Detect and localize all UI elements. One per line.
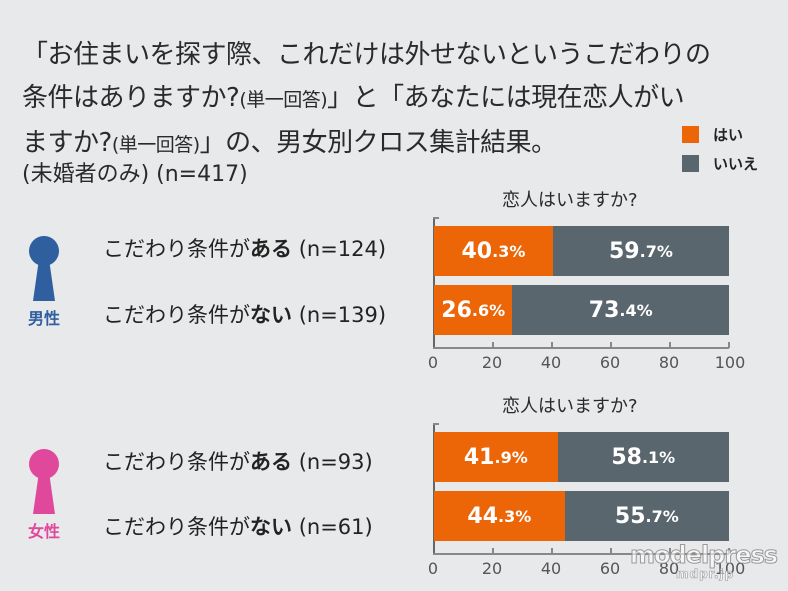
- bar-segment-yes: 26.6%: [434, 285, 513, 335]
- legend-item-no: いいえ: [682, 149, 758, 178]
- bar-segment-no: 73.4%: [512, 285, 729, 335]
- tick: [551, 548, 553, 554]
- row-label-bold: ない: [250, 303, 292, 327]
- female-y-axis: [433, 423, 435, 554]
- legend: はい いいえ: [682, 120, 758, 178]
- heading-line-3a: ますか?: [22, 128, 112, 158]
- female-tick-label: 20: [481, 559, 503, 578]
- female-label: 女性: [27, 522, 60, 541]
- legend-item-yes: はい: [682, 120, 758, 149]
- heading-line-2a: 条件はありますか?: [22, 83, 240, 113]
- heading-line-3b: (単一回答): [111, 134, 200, 156]
- female-tick-label: 40: [540, 559, 562, 578]
- row-label-bold: ある: [250, 237, 292, 261]
- female-tick-label: 60: [599, 559, 621, 578]
- tick: [492, 342, 494, 348]
- row-label-prefix: こだわり条件が: [103, 237, 250, 261]
- male-chart-title: 恋人はいますか?: [502, 190, 638, 211]
- tick: [728, 548, 730, 554]
- row-sample-size: (n=139): [298, 303, 387, 327]
- female-tick-label: 0: [427, 559, 439, 578]
- male-keyhole-icon: [29, 236, 59, 301]
- row-label-prefix: こだわり条件が: [103, 303, 250, 327]
- bar-segment-no: 59.7%: [552, 226, 729, 276]
- male-x-axis: [433, 347, 729, 349]
- row-label-prefix: こだわり条件が: [103, 515, 250, 539]
- bar-segment-yes: 41.9%: [434, 432, 558, 482]
- male-tick-label: 100: [714, 353, 746, 372]
- male-label: 男性: [27, 309, 60, 328]
- female-bar-1: 41.9% 58.1%: [434, 432, 729, 482]
- female-tick-label: 80: [658, 559, 680, 578]
- row-label-prefix: こだわり条件が: [103, 450, 250, 474]
- male-row-2-label: こだわり条件がない (n=139): [103, 299, 386, 329]
- heading-line-2c: 」と「あなたには現在恋人がい: [327, 83, 685, 113]
- tick: [492, 548, 494, 554]
- male-bar-1: 40.3% 59.7%: [434, 226, 729, 276]
- tick: [610, 548, 612, 554]
- row-sample-size: (n=93): [298, 450, 373, 474]
- watermark-logo: modelpress: [629, 541, 778, 570]
- female-tick-label: 100: [714, 559, 746, 578]
- female-chart-title: 恋人はいますか?: [502, 396, 638, 417]
- tick: [551, 342, 553, 348]
- bar-segment-no: 55.7%: [564, 491, 729, 541]
- female-row-1-label: こだわり条件がある (n=93): [103, 446, 373, 476]
- male-tick-label: 80: [658, 353, 680, 372]
- tick: [669, 342, 671, 348]
- tick: [669, 548, 671, 554]
- chart-heading: 「お住まいを探す際、これだけは外せないというこだわりの 条件はありますか?(単一…: [22, 34, 762, 167]
- female-x-axis: [433, 553, 729, 555]
- row-sample-size: (n=124): [298, 237, 387, 261]
- heading-line-2b: (単一回答): [239, 89, 328, 111]
- male-row-1-label: こだわり条件がある (n=124): [103, 233, 386, 263]
- tick: [728, 342, 730, 348]
- male-tick-label: 40: [540, 353, 562, 372]
- male-bar-2: 26.6% 73.4%: [434, 285, 729, 335]
- male-tick-label: 20: [481, 353, 503, 372]
- heading-line-3c: 」の、男女別クロス集計結果。: [199, 128, 558, 158]
- bar-segment-no: 58.1%: [557, 432, 729, 482]
- bar-segment-yes: 44.3%: [434, 491, 565, 541]
- tick: [610, 342, 612, 348]
- legend-swatch-yes: [682, 126, 699, 143]
- female-row-2-label: こだわり条件がない (n=61): [103, 511, 373, 541]
- male-tick-label: 60: [599, 353, 621, 372]
- sample-note: (未婚者のみ) (n=417): [22, 162, 248, 187]
- bar-segment-yes: 40.3%: [434, 226, 553, 276]
- male-y-axis: [433, 217, 435, 348]
- male-tick-label: 0: [427, 353, 439, 372]
- legend-label-no: いいえ: [713, 155, 759, 173]
- row-label-bold: ある: [250, 450, 292, 474]
- row-sample-size: (n=61): [298, 515, 373, 539]
- legend-swatch-no: [682, 155, 699, 172]
- heading-line-1: 「お住まいを探す際、これだけは外せないというこだわりの: [22, 40, 711, 70]
- row-label-bold: ない: [250, 515, 292, 539]
- male-axis-cap: [433, 217, 439, 219]
- watermark-url: mdpr.jp: [676, 567, 735, 582]
- female-keyhole-icon: [29, 449, 59, 514]
- female-axis-cap: [433, 423, 439, 425]
- female-bar-2: 44.3% 55.7%: [434, 491, 729, 541]
- legend-label-yes: はい: [713, 126, 744, 144]
